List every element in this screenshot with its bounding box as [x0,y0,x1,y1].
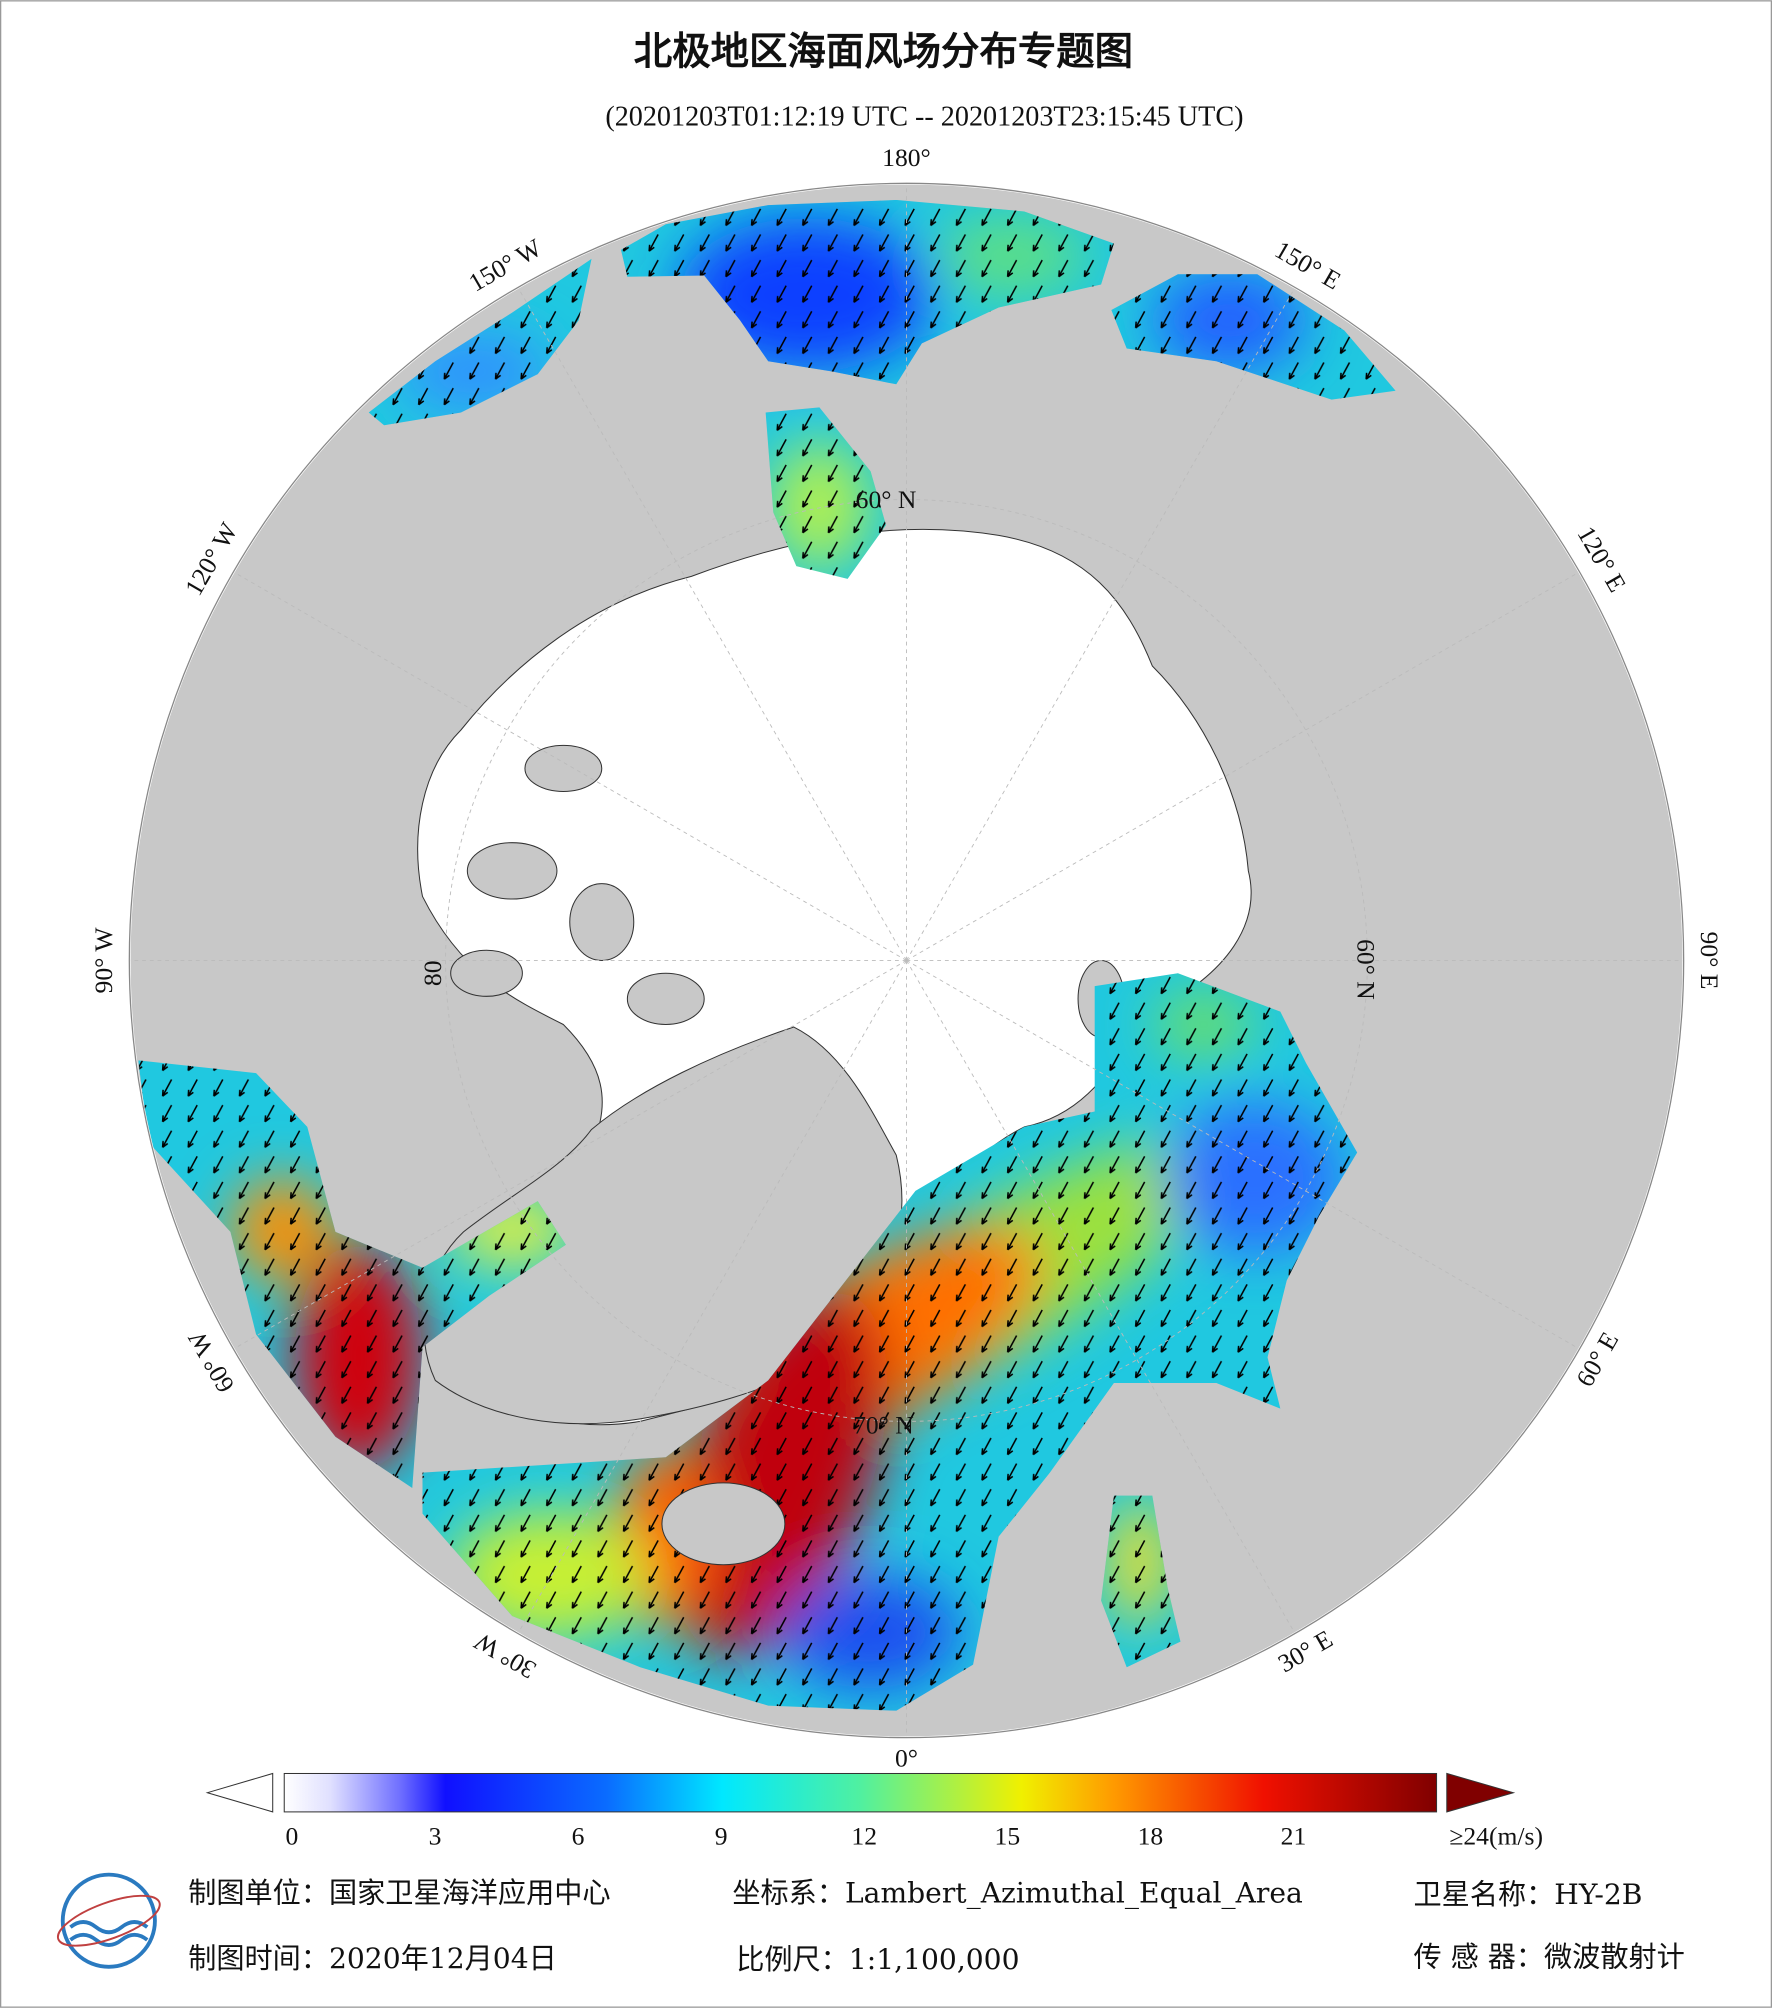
meridian [906,571,1580,961]
colorbar-ramp [283,1772,1438,1813]
meridian [517,287,907,961]
meridian [517,960,907,1634]
latitude-label: 80 [418,960,447,986]
colorbar-tick-label: ≥24(m/s) [1449,1822,1543,1851]
colorbar-tick-label: 9 [715,1822,728,1851]
meridian [906,960,1296,1634]
map [130,184,1683,1737]
latitude-label: 70° N [853,1411,914,1440]
colorbar-under [205,1772,274,1813]
footer-scale: 比例尺：1:1,100,000 [736,1943,1019,1976]
longitude-label: 0° [895,1744,918,1773]
title: 北极地区海面风场分布专题图 [634,29,1133,74]
meridian [906,287,1296,961]
meridian [233,571,907,961]
graticule [130,184,1683,1737]
meridian [233,960,907,1350]
map-frame [128,182,1685,1739]
footer-crs: 坐标系：Lambert_Azimuthal_Equal_Area [732,1877,1303,1910]
latitude-label: 60° N [1352,939,1381,1000]
iceland [661,1482,786,1566]
colorbar-tick-label: 3 [429,1822,442,1851]
colorbar: 0 3 6 9 12 15 18 21 ≥24(m/s) [205,1772,1543,1851]
colorbar-tick-label: 12 [851,1822,877,1851]
subtitle: (20201203T01:12:19 UTC -- 20201203T23:15… [605,102,1243,133]
logo [56,1872,161,1969]
footer-unit: 制图单位：国家卫星海洋应用中心 [188,1877,610,1910]
colorbar-tick-label: 0 [286,1822,299,1851]
colorbar-tick-label: 15 [995,1822,1021,1851]
footer-date: 制图时间：2020年12月04日 [188,1942,557,1975]
longitude-label: 180° [882,143,931,172]
latitude-label: 60° N [856,485,917,514]
colorbar-tick-label: 18 [1138,1822,1164,1851]
footer-sensor: 传 感 器：微波散射计 [1414,1941,1685,1974]
colorbar-tick-label: 21 [1281,1822,1307,1851]
longitude-label: 90° W [89,927,118,994]
archipelago [450,744,1125,1038]
colorbar-tick-label: 6 [572,1822,585,1851]
colorbar-over [1446,1772,1516,1813]
meridian [906,960,1580,1350]
footer-satellite: 卫星名称：HY-2B [1414,1878,1643,1911]
longitude-label: 90° E [1695,932,1724,990]
